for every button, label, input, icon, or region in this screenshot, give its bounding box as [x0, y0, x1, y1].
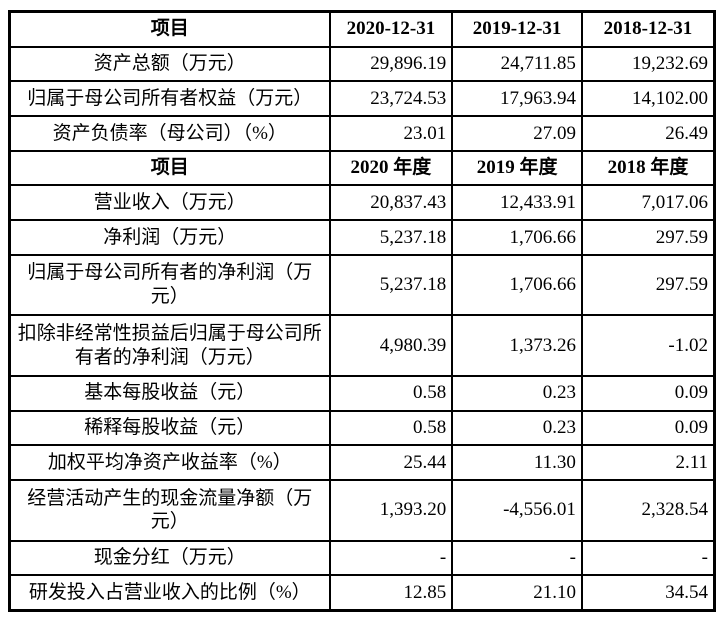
value-cell: 2.11	[580, 444, 716, 481]
value-cell: 27.09	[451, 115, 583, 152]
value-cell: 1,706.66	[451, 253, 583, 317]
row-weighted-roe: 加权平均净资产收益率（%） 25.44 11.30 2.11	[8, 444, 716, 481]
row-basic-eps: 基本每股收益（元） 0.58 0.23 0.09	[8, 374, 716, 412]
column-header-2020-annual: 2020 年度	[328, 149, 454, 187]
value-cell: 17,963.94	[451, 80, 583, 118]
value-cell: 1,373.26	[451, 314, 583, 377]
row-label: 净利润（万元）	[8, 219, 331, 256]
column-header-2018-annual: 2018 年度	[580, 149, 716, 187]
row-revenue: 营业收入（万元） 20,837.43 12,433.91 7,017.06	[8, 184, 716, 222]
value-cell: 5,237.18	[328, 219, 454, 256]
row-label: 资产总额（万元）	[8, 45, 331, 83]
value-cell: -1.02	[580, 314, 716, 377]
row-deducted-net-profit: 扣除非经常性损益后归属于母公司所有者的净利润（万元） 4,980.39 1,37…	[8, 314, 716, 377]
row-label: 经营活动产生的现金流量净额（万元）	[8, 478, 331, 542]
row-label: 现金分红（万元）	[8, 539, 331, 577]
value-cell: 5,237.18	[328, 253, 454, 317]
value-cell: 1,706.66	[451, 219, 583, 256]
value-cell: 34.54	[580, 574, 716, 612]
value-cell: 20,837.43	[328, 184, 454, 222]
row-parent-equity: 归属于母公司所有者权益（万元） 23,724.53 17,963.94 14,1…	[8, 80, 716, 118]
row-total-assets: 资产总额（万元） 29,896.19 24,711.85 19,232.69	[8, 45, 716, 83]
column-header-2019-12-31: 2019-12-31	[451, 10, 583, 48]
value-cell: 7,017.06	[580, 184, 716, 222]
section2-header-row: 项目 2020 年度 2019 年度 2018 年度	[8, 149, 716, 187]
row-rd-expense-ratio: 研发投入占营业收入的比例（%） 12.85 21.10 34.54	[8, 574, 716, 612]
row-label: 归属于母公司所有者的净利润（万元）	[8, 253, 331, 317]
item-column-header: 项目	[8, 149, 331, 187]
value-cell: 297.59	[580, 219, 716, 256]
value-cell: -	[328, 539, 454, 577]
value-cell: 12.85	[328, 574, 454, 612]
row-label: 资产负债率（母公司）（%）	[8, 115, 331, 152]
value-cell: -	[580, 539, 716, 577]
value-cell: 26.49	[580, 115, 716, 152]
value-cell: 297.59	[580, 253, 716, 317]
value-cell: 14,102.00	[580, 80, 716, 118]
value-cell: 4,980.39	[328, 314, 454, 377]
row-label: 扣除非经常性损益后归属于母公司所有者的净利润（万元）	[8, 314, 331, 377]
value-cell: 24,711.85	[451, 45, 583, 83]
value-cell: 2,328.54	[580, 478, 716, 542]
item-column-header: 项目	[8, 10, 331, 48]
value-cell: 0.23	[451, 409, 583, 447]
column-header-2020-12-31: 2020-12-31	[328, 10, 454, 48]
row-net-profit: 净利润（万元） 5,237.18 1,706.66 297.59	[8, 219, 716, 256]
value-cell: 23.01	[328, 115, 454, 152]
value-cell: 0.09	[580, 374, 716, 412]
value-cell: 0.23	[451, 374, 583, 412]
row-diluted-eps: 稀释每股收益（元） 0.58 0.23 0.09	[8, 409, 716, 447]
value-cell: 23,724.53	[328, 80, 454, 118]
value-cell: 1,393.20	[328, 478, 454, 542]
row-label: 基本每股收益（元）	[8, 374, 331, 412]
row-operating-cash-flow: 经营活动产生的现金流量净额（万元） 1,393.20 -4,556.01 2,3…	[8, 478, 716, 542]
value-cell: 0.09	[580, 409, 716, 447]
value-cell: 25.44	[328, 444, 454, 481]
row-label: 营业收入（万元）	[8, 184, 331, 222]
row-parent-net-profit: 归属于母公司所有者的净利润（万元） 5,237.18 1,706.66 297.…	[8, 253, 716, 317]
column-header-2019-annual: 2019 年度	[451, 149, 583, 187]
section1-header-row: 项目 2020-12-31 2019-12-31 2018-12-31	[8, 10, 716, 48]
value-cell: -	[451, 539, 583, 577]
financial-summary-table: 项目 2020-12-31 2019-12-31 2018-12-31 资产总额…	[8, 10, 716, 612]
value-cell: 19,232.69	[580, 45, 716, 83]
row-label: 归属于母公司所有者权益（万元）	[8, 80, 331, 118]
column-header-2018-12-31: 2018-12-31	[580, 10, 716, 48]
value-cell: 0.58	[328, 409, 454, 447]
value-cell: 12,433.91	[451, 184, 583, 222]
row-label: 稀释每股收益（元）	[8, 409, 331, 447]
row-debt-ratio: 资产负债率（母公司）（%） 23.01 27.09 26.49	[8, 115, 716, 152]
value-cell: -4,556.01	[451, 478, 583, 542]
row-label: 加权平均净资产收益率（%）	[8, 444, 331, 481]
row-label: 研发投入占营业收入的比例（%）	[8, 574, 331, 612]
value-cell: 0.58	[328, 374, 454, 412]
row-cash-dividend: 现金分红（万元） - - -	[8, 539, 716, 577]
value-cell: 21.10	[451, 574, 583, 612]
value-cell: 29,896.19	[328, 45, 454, 83]
value-cell: 11.30	[451, 444, 583, 481]
